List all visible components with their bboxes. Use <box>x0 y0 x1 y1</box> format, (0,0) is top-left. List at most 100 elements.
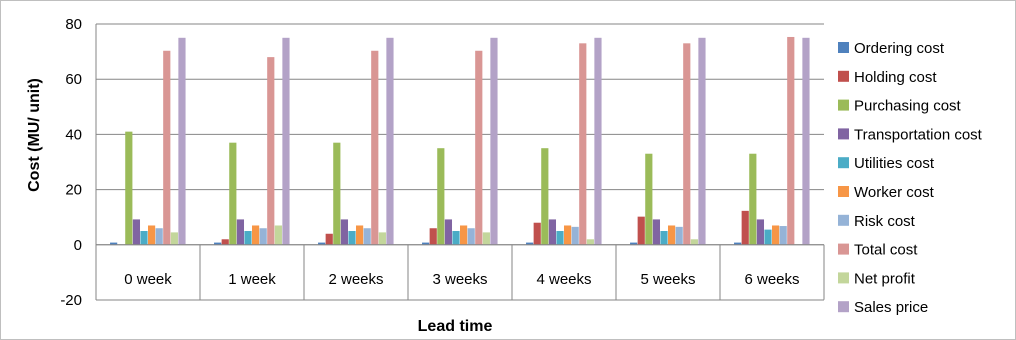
bar <box>214 242 222 245</box>
legend-label: Total cost <box>854 242 918 259</box>
bar <box>333 142 341 245</box>
legend-label: Utilities cost <box>854 155 935 172</box>
bar <box>749 153 757 245</box>
bar <box>429 228 437 245</box>
x-tick-label: 5 weeks <box>640 271 695 288</box>
bar <box>259 228 267 245</box>
x-tick-label: 2 weeks <box>328 271 383 288</box>
bar <box>490 37 498 245</box>
bar <box>140 231 148 245</box>
bar <box>221 239 229 245</box>
bar <box>170 232 178 245</box>
bar <box>437 148 445 245</box>
legend-label: Risk cost <box>854 213 916 230</box>
plot-area: -20 0 20 40 60 80 0 week 1 week 2 weeks 3 weeks 4 … <box>60 16 825 309</box>
bar <box>386 37 394 245</box>
bar <box>318 242 326 245</box>
bar <box>564 225 572 245</box>
bar <box>348 231 356 245</box>
bar <box>452 231 460 245</box>
bar <box>422 242 430 245</box>
x-tick-label: 6 weeks <box>744 271 799 288</box>
bar <box>652 219 661 245</box>
y-tick-label: 0 <box>74 237 82 254</box>
legend-swatch <box>838 301 849 313</box>
bar <box>779 226 787 245</box>
bar <box>236 219 245 245</box>
bar <box>371 50 379 245</box>
x-tick-label: 4 weeks <box>536 271 591 288</box>
bar <box>325 233 333 245</box>
bar <box>556 231 564 245</box>
bar <box>444 219 453 245</box>
legend-label: Holding cost <box>854 69 937 86</box>
bar <box>675 226 683 245</box>
bar <box>541 148 549 245</box>
bar <box>594 37 602 245</box>
bar <box>178 37 186 245</box>
bar <box>148 225 156 245</box>
bar <box>244 231 252 245</box>
bar <box>363 228 371 245</box>
bar <box>586 239 594 245</box>
bar <box>467 228 475 245</box>
bar <box>475 50 483 245</box>
legend-label: Purchasing cost <box>854 98 962 115</box>
legend-swatch <box>838 157 849 169</box>
bar <box>741 210 749 245</box>
y-axis-title: Cost (MU/ unit) <box>26 78 43 192</box>
bar <box>378 232 386 245</box>
y-tick-label: 20 <box>65 182 82 199</box>
bar <box>637 216 645 245</box>
bar <box>548 219 557 245</box>
bar <box>229 142 237 245</box>
bar <box>132 219 141 245</box>
legend: Ordering cost Holding cost Purchasing cost… <box>838 40 983 316</box>
bar <box>645 153 653 245</box>
legend-swatch <box>838 70 849 82</box>
bar <box>734 242 742 245</box>
bar <box>282 37 290 245</box>
bar <box>668 225 676 245</box>
x-tick-label: 1 week <box>228 271 276 288</box>
bar <box>764 229 772 245</box>
y-tick-label: 40 <box>65 126 82 143</box>
bar <box>690 239 698 245</box>
legend-label: Worker cost <box>854 184 935 201</box>
legend-label: Transportation cost <box>854 126 983 143</box>
legend-swatch <box>838 42 849 53</box>
legend-label: Ordering cost <box>854 40 945 57</box>
legend-label: Net profit <box>854 270 916 287</box>
y-tick-label: 80 <box>65 16 82 33</box>
bar <box>460 225 468 245</box>
x-axis-title: Lead time <box>418 318 493 335</box>
bar <box>163 50 171 245</box>
y-tick-label: 60 <box>65 71 82 88</box>
bar <box>698 37 706 245</box>
bar <box>630 242 638 245</box>
bar <box>756 219 765 245</box>
bar <box>356 225 364 245</box>
bar <box>526 242 534 245</box>
bar <box>802 37 810 245</box>
bar <box>110 242 118 245</box>
legend-swatch <box>838 99 849 111</box>
bar <box>787 36 795 245</box>
bar <box>252 225 260 245</box>
bar <box>274 225 282 245</box>
y-tick-label: -20 <box>60 292 82 309</box>
bar <box>155 228 163 245</box>
legend-label: Sales price <box>854 299 928 316</box>
bar <box>125 131 133 245</box>
bar <box>267 57 275 245</box>
bar <box>683 43 691 245</box>
legend-swatch <box>838 186 849 197</box>
bar <box>660 231 668 245</box>
legend-swatch <box>838 272 849 284</box>
bar <box>571 226 579 245</box>
bar <box>533 222 541 245</box>
bar <box>772 225 780 245</box>
legend-swatch <box>838 243 849 255</box>
bar <box>482 232 490 245</box>
